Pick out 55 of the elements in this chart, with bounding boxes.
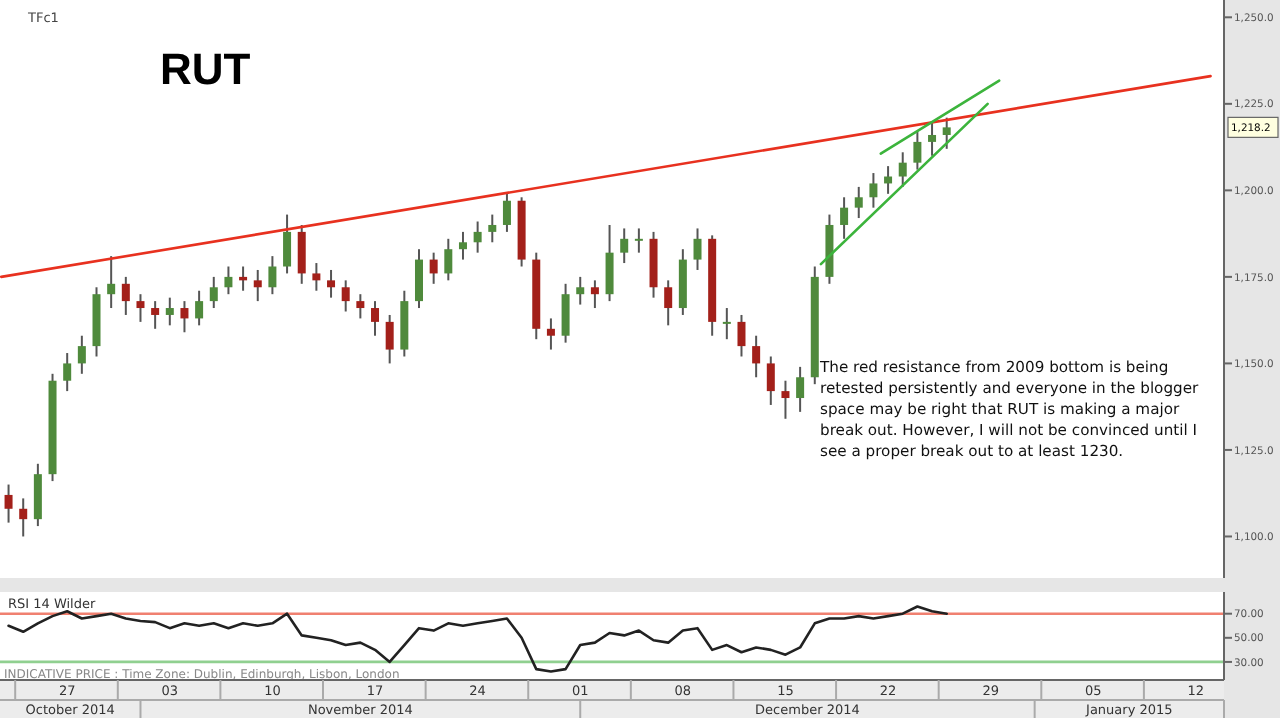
candlestick	[136, 293, 145, 323]
candlestick	[854, 185, 863, 220]
candlestick	[195, 289, 204, 327]
candlestick	[151, 300, 160, 330]
line-series	[7, 605, 949, 673]
candlestick	[605, 223, 614, 303]
candlestick	[385, 313, 394, 365]
candlestick	[942, 116, 951, 150]
candlestick	[63, 352, 72, 393]
candlestick	[253, 268, 262, 303]
candlestick	[634, 227, 643, 254]
candlestick	[429, 251, 438, 285]
text: RUT	[160, 44, 252, 94]
candlestick	[620, 227, 629, 265]
candlestick	[796, 365, 805, 413]
candlestick	[356, 293, 365, 320]
candlestick	[502, 192, 511, 233]
candlestick	[180, 300, 189, 334]
candlestick	[297, 223, 306, 285]
candlestick	[224, 265, 233, 296]
candlestick	[19, 497, 28, 538]
candlestick	[473, 220, 482, 254]
candlestick	[444, 237, 453, 282]
candlestick	[4, 483, 13, 524]
candlestick	[268, 255, 277, 296]
candlestick	[488, 213, 497, 244]
candlestick	[766, 355, 775, 406]
candlestick	[371, 300, 380, 337]
candlestick	[33, 462, 42, 528]
candlestick	[209, 275, 218, 310]
candlestick	[121, 275, 130, 316]
candlestick	[576, 275, 585, 306]
candlestick	[722, 307, 731, 341]
candlestick	[341, 279, 350, 313]
candlestick	[312, 262, 321, 292]
candlestick	[590, 279, 599, 310]
candlestick	[414, 248, 423, 310]
candlestick	[77, 334, 86, 375]
candlestick	[869, 172, 878, 209]
candlestick	[458, 230, 467, 261]
candlestick	[752, 334, 761, 379]
candlestick	[693, 227, 702, 271]
candlestick	[913, 130, 922, 171]
candlestick	[664, 279, 673, 327]
candlestick	[737, 313, 746, 358]
candlestick	[165, 296, 174, 327]
candlestick	[327, 268, 336, 299]
candlestick	[928, 120, 937, 157]
candlestick	[546, 317, 555, 351]
candlestick	[561, 282, 570, 344]
candlestick	[898, 151, 907, 188]
candlestick	[283, 213, 292, 275]
candlestick	[840, 196, 849, 240]
candlestick	[107, 255, 116, 310]
candlestick	[781, 379, 790, 420]
